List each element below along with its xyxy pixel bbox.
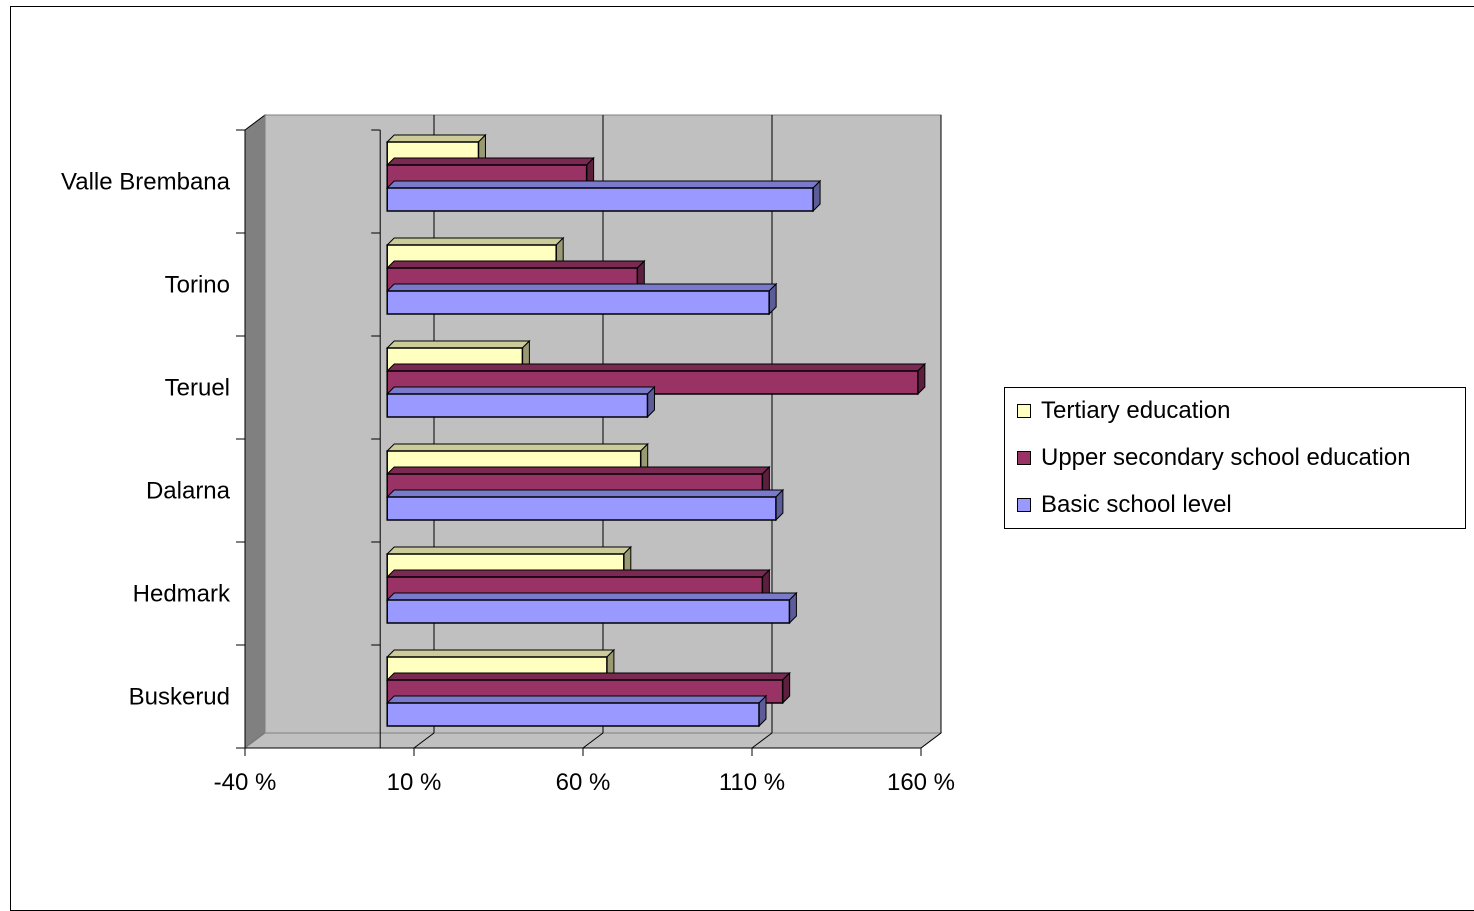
floor-gridline bbox=[920, 732, 942, 749]
legend-label-upper-secondary: Upper secondary school education bbox=[1041, 444, 1411, 471]
bar-valle-brembana-upper-secondary-school-education-top bbox=[385, 157, 595, 166]
bar-buskerud-tertiary-education-top bbox=[385, 649, 616, 658]
bar-dalarna-basic-school-level-top bbox=[385, 489, 785, 498]
y-tick-label-hedmark: Hedmark bbox=[133, 581, 231, 608]
chart-side-wall bbox=[244, 114, 266, 749]
bar-hedmark-basic-school-level bbox=[386, 599, 791, 624]
bar-valle-brembana-tertiary-education-top bbox=[385, 134, 487, 143]
x-tick-label: 110 % bbox=[719, 769, 785, 796]
x-tick-label: 60 % bbox=[556, 769, 611, 796]
bar-teruel-basic-school-level-top bbox=[385, 386, 656, 395]
bar-teruel-tertiary-education-top bbox=[385, 340, 531, 349]
bar-buskerud-upper-secondary-school-education-top bbox=[385, 672, 791, 681]
y-tick-label-valle-brembana: Valle Brembana bbox=[61, 169, 231, 196]
floor-gridline bbox=[751, 732, 773, 749]
x-tick-label: 10 % bbox=[387, 769, 442, 796]
bar-dalarna-upper-secondary-school-education-top bbox=[385, 466, 771, 475]
bar-torino-tertiary-education-top bbox=[385, 237, 565, 246]
legend-label-basic: Basic school level bbox=[1041, 491, 1232, 518]
legend-swatch-upper-secondary bbox=[1017, 451, 1031, 465]
bar-torino-basic-school-level-top bbox=[385, 283, 778, 292]
bar-torino-upper-secondary-school-education-top bbox=[385, 260, 646, 269]
bar-hedmark-tertiary-education-top bbox=[385, 546, 633, 555]
bar-valle-brembana-basic-school-level-top bbox=[385, 180, 822, 189]
bar-torino-basic-school-level bbox=[386, 290, 770, 315]
legend-item-tertiary: Tertiary education bbox=[1017, 396, 1230, 426]
bar-dalarna-basic-school-level bbox=[386, 496, 777, 521]
bar-valle-brembana-basic-school-level bbox=[386, 187, 814, 212]
bar-hedmark-basic-school-level-top bbox=[385, 592, 798, 601]
bar-buskerud-basic-school-level bbox=[386, 702, 760, 727]
legend-item-basic: Basic school level bbox=[1017, 490, 1232, 520]
bar-buskerud-basic-school-level-top bbox=[385, 695, 768, 704]
bar-hedmark-upper-secondary-school-education-top bbox=[385, 569, 771, 578]
floor-gridline bbox=[582, 732, 604, 749]
x-tick-label: -40 % bbox=[214, 769, 277, 796]
y-tick-label-dalarna: Dalarna bbox=[146, 478, 231, 505]
legend-swatch-tertiary bbox=[1017, 404, 1031, 418]
legend-swatch-basic bbox=[1017, 498, 1031, 512]
floor-gridline bbox=[413, 732, 435, 749]
bar-dalarna-tertiary-education-top bbox=[385, 443, 649, 452]
x-tick-label: 160 % bbox=[887, 769, 955, 796]
bar-teruel-upper-secondary-school-education-top bbox=[385, 363, 927, 372]
legend-item-upper-secondary: Upper secondary school education bbox=[1017, 443, 1411, 473]
y-tick-label-buskerud: Buskerud bbox=[129, 684, 230, 711]
legend-label-tertiary: Tertiary education bbox=[1041, 397, 1231, 424]
y-tick-label-teruel: Teruel bbox=[165, 375, 230, 402]
legend: Tertiary education Upper secondary schoo… bbox=[1004, 387, 1466, 529]
y-tick-label-torino: Torino bbox=[165, 272, 230, 299]
bar-teruel-basic-school-level bbox=[386, 393, 649, 418]
